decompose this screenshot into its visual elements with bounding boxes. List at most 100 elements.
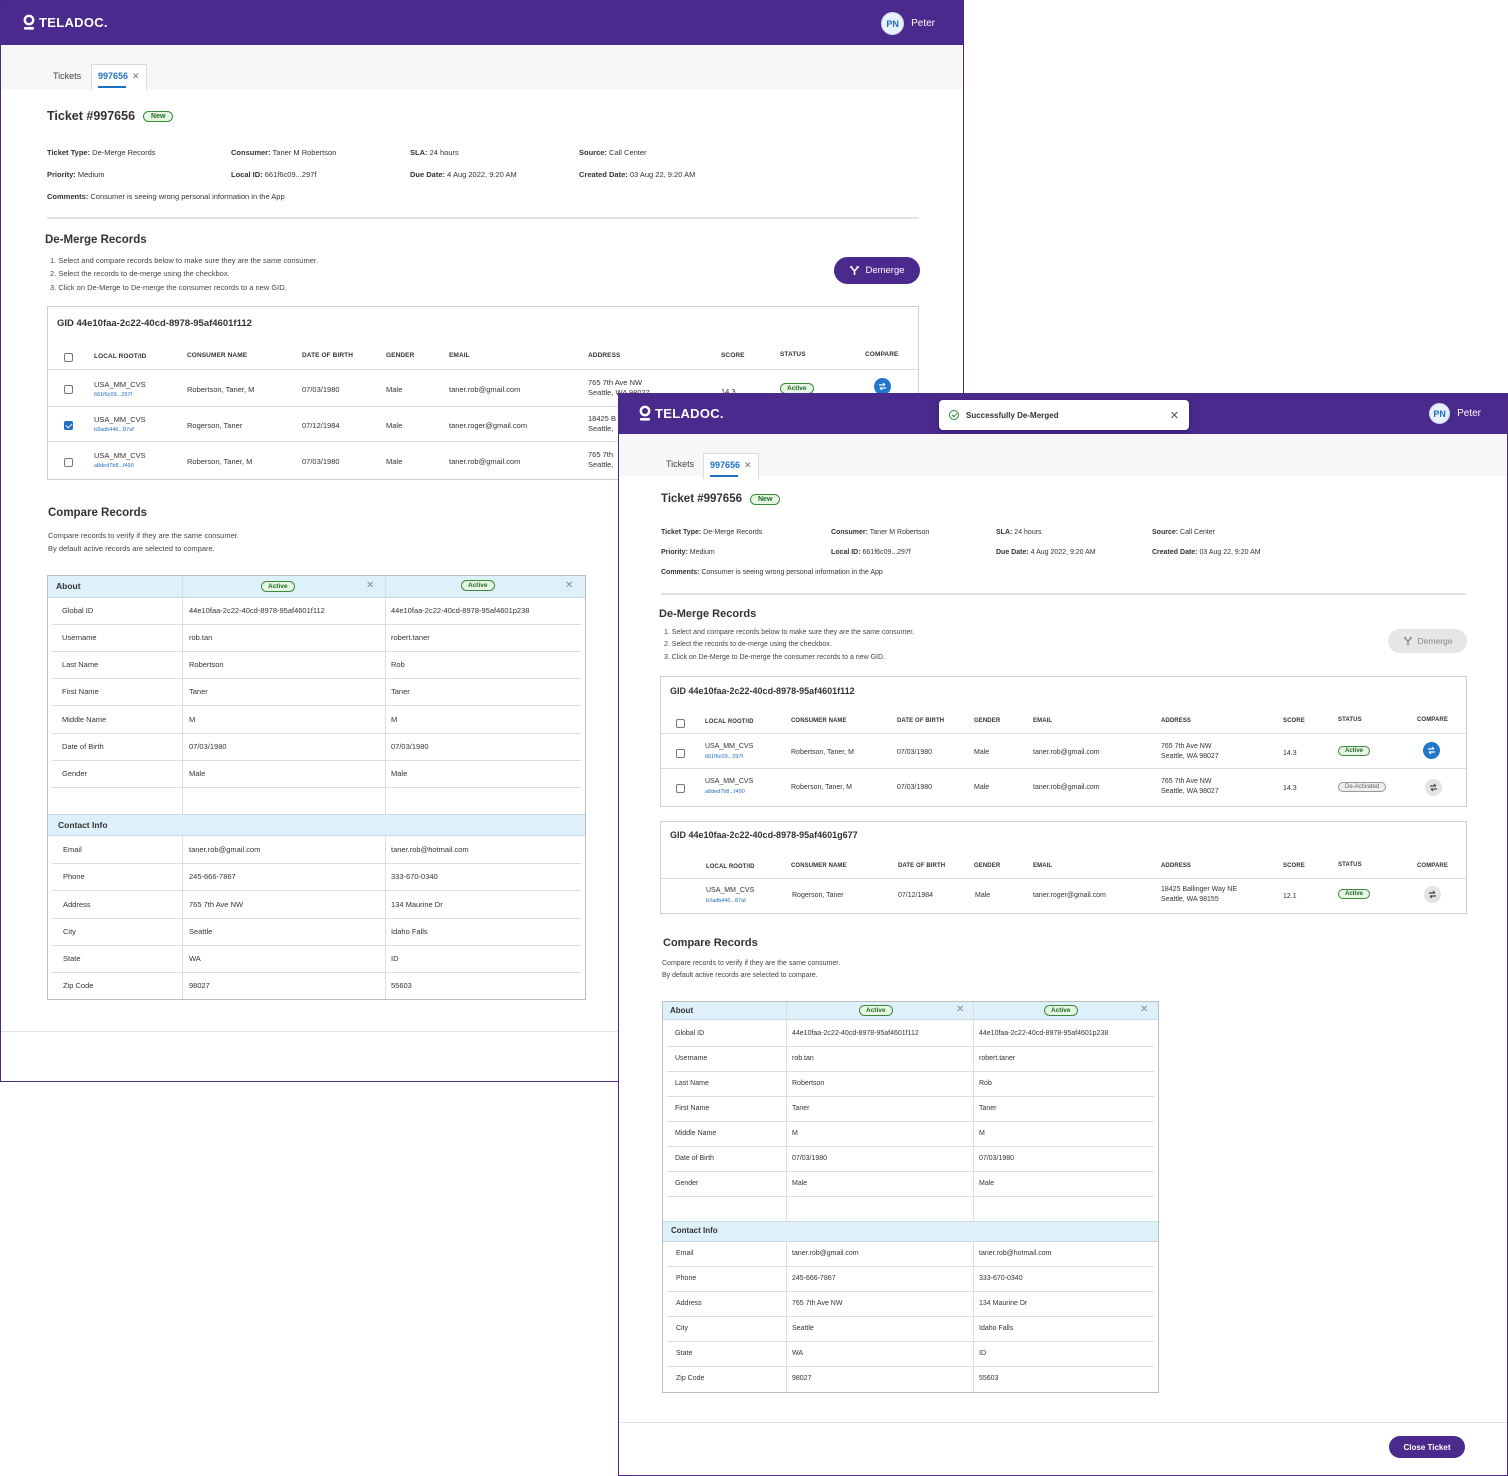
compare-button[interactable] (1423, 742, 1440, 759)
row-divider (667, 1096, 1154, 1097)
tab-ticket-997656[interactable]: 997656 ✕ (703, 453, 759, 479)
user-menu[interactable]: PN Peter (1429, 403, 1481, 424)
record-2-value: robert.taner (979, 1055, 1015, 1062)
record-1-value: M (189, 715, 195, 724)
select-all-checkbox[interactable] (676, 719, 685, 728)
email: taner.roger@gmail.com (449, 421, 527, 431)
ticket-source: Source: Call Center (1152, 529, 1215, 536)
record-1-value: 07/03/1980 (792, 1155, 827, 1162)
about-header (663, 1002, 1158, 1020)
record-2-value: 333-670-0340 (391, 872, 438, 881)
step-3: 3. Click on De-Merge to De-merge the con… (664, 652, 914, 664)
local-id-link[interactable]: b3adb446...87af (706, 896, 754, 906)
demerge-button-disabled[interactable]: Demerge (1388, 629, 1467, 653)
about-header (48, 576, 585, 598)
row-checkbox[interactable] (676, 749, 685, 758)
record-1-value: WA (792, 1350, 803, 1357)
field-label: Email (676, 1250, 694, 1257)
record-1-value: Male (189, 769, 205, 778)
local-root: USA_MM_CVS (705, 778, 753, 785)
row-checkbox-checked[interactable] (64, 421, 73, 430)
local-id-link[interactable]: b3adb446...87af (94, 425, 146, 435)
row-divider (667, 1366, 1154, 1367)
col-divider (786, 1002, 787, 1392)
dob: 07/12/1984 (302, 421, 340, 431)
tab-ticket-997656[interactable]: 997656 ✕ (91, 64, 147, 90)
remove-record-1-icon[interactable]: ✕ (366, 580, 374, 591)
record-2-value: 134 Maurine Dr (979, 1300, 1027, 1307)
remove-record-2-icon[interactable]: ✕ (565, 580, 573, 591)
close-tab-icon[interactable]: ✕ (744, 460, 752, 470)
address-line-1: 765 7th Ave NW (588, 378, 650, 388)
source-label: Source: (1152, 529, 1178, 536)
record-1-value: Robertson (189, 660, 224, 669)
col-compare: COMPARE (1417, 717, 1448, 723)
local-root-cell: USA_MM_CVS a8ded7b8...f490 (94, 451, 146, 471)
field-label: Gender (62, 769, 87, 778)
row-divider (52, 705, 581, 706)
record-2-status: Active (461, 580, 495, 591)
col-status: STATUS (1338, 862, 1362, 868)
remove-record-2-icon[interactable]: ✕ (1140, 1004, 1148, 1015)
dob: 07/03/1980 (897, 748, 932, 758)
contact-label: Contact Info (671, 1226, 718, 1235)
record-2-value: robert.taner (391, 633, 430, 642)
tab-tickets[interactable]: Tickets (666, 459, 694, 469)
compare-button[interactable] (1425, 779, 1442, 796)
address-line-2: Seattle, (588, 460, 613, 470)
row-checkbox[interactable] (64, 385, 73, 394)
row-divider (52, 624, 581, 625)
source-label: Source: (579, 148, 607, 157)
comments-value: Consumer is seeing wrong personal inform… (90, 192, 284, 201)
col-divider (973, 1002, 974, 1392)
success-toast: Successfully De-Merged ✕ (939, 400, 1189, 430)
field-label: Username (62, 633, 97, 642)
compare-desc-2: By default active records are selected t… (662, 970, 840, 982)
ticket-title-text: Ticket #997656 (661, 493, 742, 505)
col-consumer-name: CONSUMER NAME (791, 863, 847, 869)
user-menu[interactable]: PN Peter (881, 12, 935, 35)
row-checkbox[interactable] (676, 784, 685, 793)
dob: 07/03/1980 (302, 457, 340, 467)
local-root-cell: USA_MM_CVS b3adb446...87af (706, 886, 754, 906)
avatar: PN (881, 12, 904, 35)
sla-value: 24 hours (430, 148, 459, 157)
ticket-local-id: Local ID: 661f6c09...297f (231, 170, 316, 179)
close-ticket-button[interactable]: Close Ticket (1389, 1436, 1465, 1458)
ticket-title-text: Ticket #997656 (47, 109, 135, 123)
field-label: City (63, 927, 76, 936)
field-label: First Name (675, 1105, 709, 1112)
gid-label: GID 44e10faa-2c22-40cd-8978-95af4601f112 (57, 318, 252, 329)
row-checkbox[interactable] (64, 458, 73, 467)
record-2-value: 333-670-0340 (979, 1275, 1023, 1282)
demerge-button[interactable]: Demerge (834, 257, 920, 284)
close-toast-icon[interactable]: ✕ (1170, 409, 1179, 422)
check-circle-icon (949, 410, 959, 420)
close-tab-icon[interactable]: ✕ (132, 71, 140, 81)
remove-record-1-icon[interactable]: ✕ (956, 1004, 964, 1015)
row-divider (52, 972, 581, 973)
local-id-link[interactable]: a8ded7b8...f490 (705, 787, 753, 797)
tab-ticket-label: 997656 (98, 71, 128, 81)
teladoc-logo[interactable]: TELADOC. (639, 405, 724, 422)
row-divider (52, 678, 581, 679)
demerge-steps: 1. Select and compare records below to m… (50, 254, 318, 294)
row-divider (667, 1316, 1154, 1317)
select-all-checkbox[interactable] (64, 353, 73, 362)
compare-desc-1: Compare records to verify if they are th… (662, 958, 840, 970)
tab-tickets[interactable]: Tickets (53, 71, 81, 81)
local-id-link[interactable]: a8ded7b8...f490 (94, 461, 146, 471)
due-date-label: Due Date: (996, 549, 1029, 556)
local-id-link[interactable]: 661f6c09...297f (705, 752, 753, 762)
row-divider (48, 369, 918, 370)
local-id-link[interactable]: 661f6c09...297f (94, 390, 146, 400)
compare-button[interactable] (1424, 886, 1441, 903)
ticket-type-value: De-Merge Records (703, 529, 762, 536)
record-2-value: taner.rob@hotmail.com (979, 1250, 1051, 1257)
gid-label: GID 44e10faa-2c22-40cd-8978-95af4601f112 (670, 686, 855, 696)
teladoc-logo[interactable]: TELADOC. (23, 14, 108, 31)
email: taner.rob@gmail.com (1033, 748, 1100, 758)
consumer-name: Robertson, Taner, M (187, 385, 254, 395)
compare-table: About Active ✕ Active ✕ Global ID 44e10f… (47, 575, 586, 1000)
field-label: Email (63, 845, 82, 854)
